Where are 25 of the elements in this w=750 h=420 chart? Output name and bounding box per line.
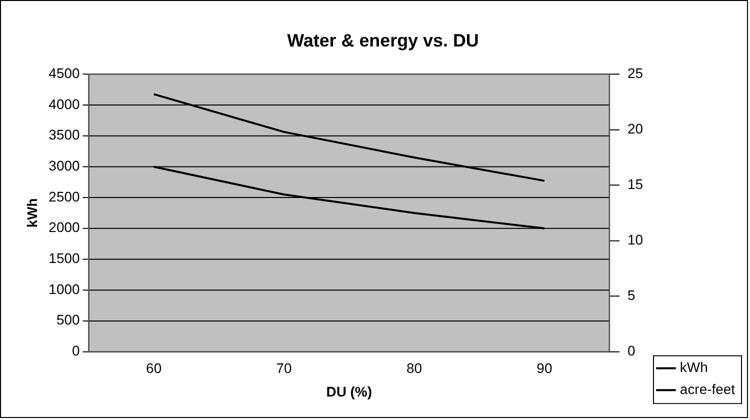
y-tick-label: 1000: [48, 280, 80, 297]
legend-label: acre-feet: [680, 380, 736, 397]
x-tick-label: 90: [536, 360, 552, 376]
y-tick-label: 3000: [48, 158, 80, 174]
y-tick-label: 4500: [48, 65, 80, 82]
y-tick-label: 500: [56, 312, 80, 328]
y-tick-label: 3500: [48, 126, 80, 143]
y2-tick-label: 10: [628, 232, 644, 248]
y-tick-label: 1500: [48, 250, 80, 266]
legend-label: kWh: [680, 359, 708, 376]
y-axis-title: kWh: [24, 198, 40, 228]
y-tick-label: 0: [72, 342, 80, 359]
x-tick-label: 70: [276, 360, 292, 376]
y2-tick-label: 25: [628, 65, 644, 82]
y2-tick-label: 0: [628, 342, 636, 359]
chart-title: Water & energy vs. DU: [287, 30, 479, 51]
y-tick-label: 2500: [48, 188, 80, 204]
y-tick-label: 4000: [48, 96, 80, 112]
y2-tick-label: 15: [628, 176, 644, 192]
x-tick-label: 60: [146, 360, 162, 376]
y2-tick-label: 5: [628, 287, 636, 304]
y-tick-label: 2000: [48, 219, 80, 236]
x-axis-title: DU (%): [326, 384, 372, 400]
y2-tick-label: 20: [628, 120, 644, 137]
x-tick-label: 80: [406, 360, 422, 376]
